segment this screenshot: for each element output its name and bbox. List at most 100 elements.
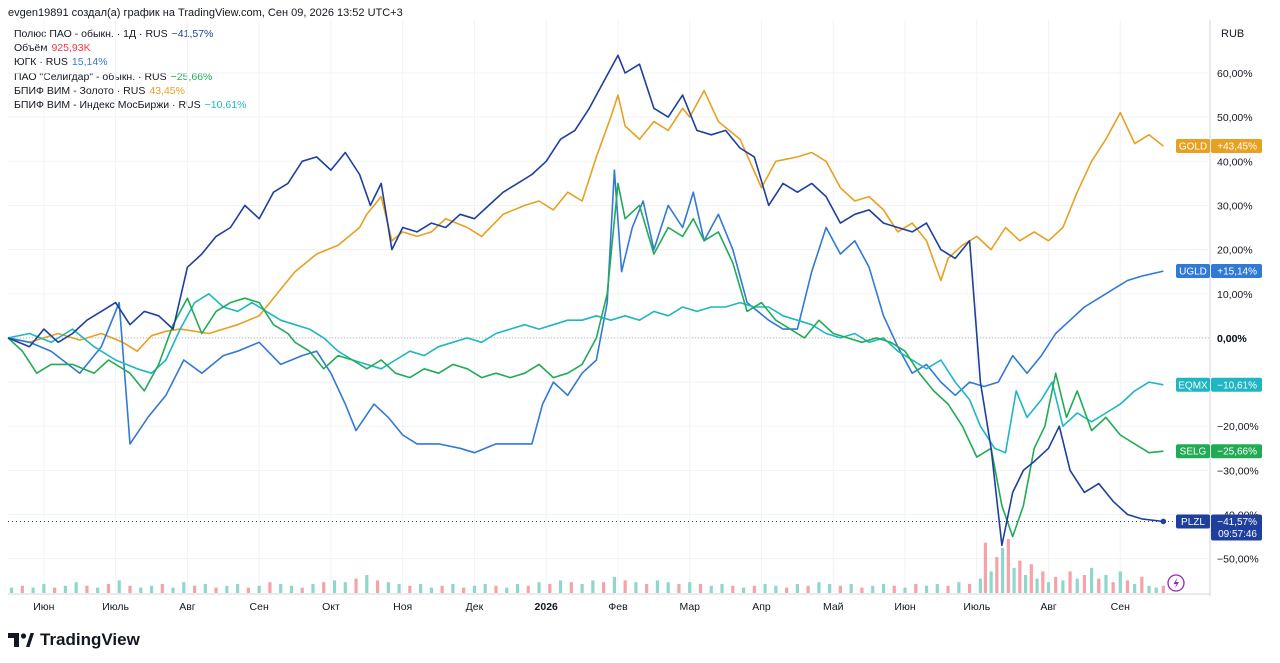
tag-gold: GOLD +43,45% (1176, 139, 1262, 154)
legend-value: −10,61% (204, 99, 247, 112)
x-tick-label: Июль (102, 601, 129, 613)
x-tick-label: Авг (1040, 601, 1057, 613)
tag-selg: SELG −25,66% (1176, 444, 1262, 459)
legend-item-gold[interactable]: БПИФ ВИМ - Золото · RUS 43,45% (14, 84, 246, 98)
volume-bar (871, 585, 875, 593)
series-line-plzl (7, 54, 1164, 547)
legend-item-selg[interactable]: ПАО "Селигдар" - обыкн. · RUS −25,66% (14, 70, 246, 84)
volume-bar (1018, 560, 1022, 593)
x-tick-label: Май (823, 601, 844, 613)
series-line-gold (7, 89, 1164, 352)
volume-bar (612, 576, 616, 593)
volume-bar (1089, 567, 1094, 593)
volume-bar (935, 584, 939, 593)
volume-bar (1041, 571, 1045, 593)
legend-value: 43,45% (149, 84, 185, 97)
volume-bar (720, 584, 724, 593)
volume-bar (1012, 567, 1016, 593)
x-tick-label: Сен (1111, 601, 1130, 613)
volume-bar (989, 571, 993, 593)
legend-item-volume[interactable]: Объём 925,93K (14, 41, 246, 55)
currency-unit[interactable]: RUB (1221, 28, 1245, 40)
series-lines (7, 54, 1210, 547)
x-tick-label: Окт (322, 601, 340, 613)
y-tick-label: −20,00% (1217, 421, 1259, 433)
x-tick-label: Ноя (393, 601, 412, 613)
volume-bar (1125, 580, 1130, 593)
volume-bar (192, 585, 197, 593)
volume-bar (1154, 587, 1158, 593)
ticker-label: PLZL (1181, 517, 1205, 528)
volume-bar (752, 585, 756, 593)
ticker-label: UGLD (1179, 267, 1207, 278)
volume-bar (892, 585, 896, 593)
volume-bar (236, 584, 240, 593)
volume-bar (1161, 585, 1165, 593)
volume-bar (42, 584, 46, 593)
legend-value: 925,93K (51, 42, 91, 55)
x-tick-label: Июн (33, 601, 54, 613)
volume-bar (505, 587, 509, 593)
volume-bar (1075, 578, 1079, 593)
volume-bar (225, 585, 229, 593)
volume-bar (332, 580, 337, 593)
volume-bar (343, 582, 347, 593)
volume-bar (995, 557, 999, 593)
volume-bar (171, 587, 175, 593)
volume-bar (914, 584, 918, 593)
volume-bar (881, 584, 886, 593)
volume-bar (128, 585, 132, 593)
legend-item-eqmx[interactable]: БПИФ ВИМ - Индекс МосБиржи · RUS −10,61% (14, 98, 246, 112)
volume-bar (698, 584, 703, 593)
volume-bar (983, 542, 987, 593)
volume-bar (451, 584, 455, 593)
volume-bar (569, 582, 573, 593)
volume-bar (688, 582, 692, 593)
x-tick-label: Авг (179, 601, 196, 613)
volume-bar (817, 582, 821, 593)
legend-label: ПАО "Селигдар" - обыкн. · RUS (14, 70, 167, 83)
value-label: +15,14% (1217, 267, 1257, 278)
volume-bar (322, 582, 326, 593)
volume-bar (203, 584, 207, 593)
volume-bar (257, 585, 261, 593)
volume-bar (9, 587, 14, 593)
y-tick-label: 0,00% (1217, 333, 1247, 345)
volume-bar (731, 585, 735, 593)
volume-bar (968, 584, 972, 593)
volume-bar (472, 585, 477, 593)
volume-bar (634, 582, 638, 593)
chart-header: evgen19891 создал(а) график на TradingVi… (8, 7, 403, 19)
volume-bar (462, 587, 466, 593)
value-tag (1211, 444, 1262, 459)
y-tick-label: 30,00% (1217, 200, 1253, 212)
legend-label: Полюс ПАО - обыкн. · 1Д · RUS (14, 28, 168, 40)
alert-button[interactable] (1167, 574, 1185, 592)
volume-bar (645, 584, 649, 593)
tradingview-logo[interactable]: TradingView (8, 630, 140, 650)
x-tick-label: Дек (466, 601, 484, 613)
x-axis: Июн Июль Авг Сен Окт Ноя Дек 2026 Фев Мар Апр Май Ию… (33, 601, 1130, 613)
legend-item-ugld[interactable]: ЮГК · RUS 15,14% (14, 55, 246, 69)
y-tick-label: −50,00% (1217, 554, 1259, 566)
volume-bar (795, 584, 799, 593)
zero-value-label: 0,00% (1217, 333, 1247, 345)
volume-bar (655, 580, 660, 593)
last-value-tags: GOLD +43,45% UGLD +15,14% EQMX −10,61% SELG −25… (1176, 139, 1262, 541)
volume-bar (106, 584, 111, 593)
volume-bar (666, 582, 670, 593)
volume-bar (515, 584, 520, 593)
volume-bar (1029, 564, 1033, 593)
y-tick-label: −30,00% (1217, 465, 1259, 477)
volume-bar (1046, 582, 1051, 593)
volume-bar (1068, 571, 1072, 593)
volume-bar (860, 587, 864, 593)
volume-bar (591, 580, 595, 593)
volume-bar (1023, 575, 1028, 593)
volume-bar (160, 584, 164, 593)
volume-bar (978, 578, 982, 593)
volume-bar (1054, 576, 1058, 593)
ticker-label: SELG (1180, 447, 1207, 458)
legend-item-plzl[interactable]: Полюс ПАО - обыкн. · 1Д · RUS −41,57% (14, 27, 246, 41)
